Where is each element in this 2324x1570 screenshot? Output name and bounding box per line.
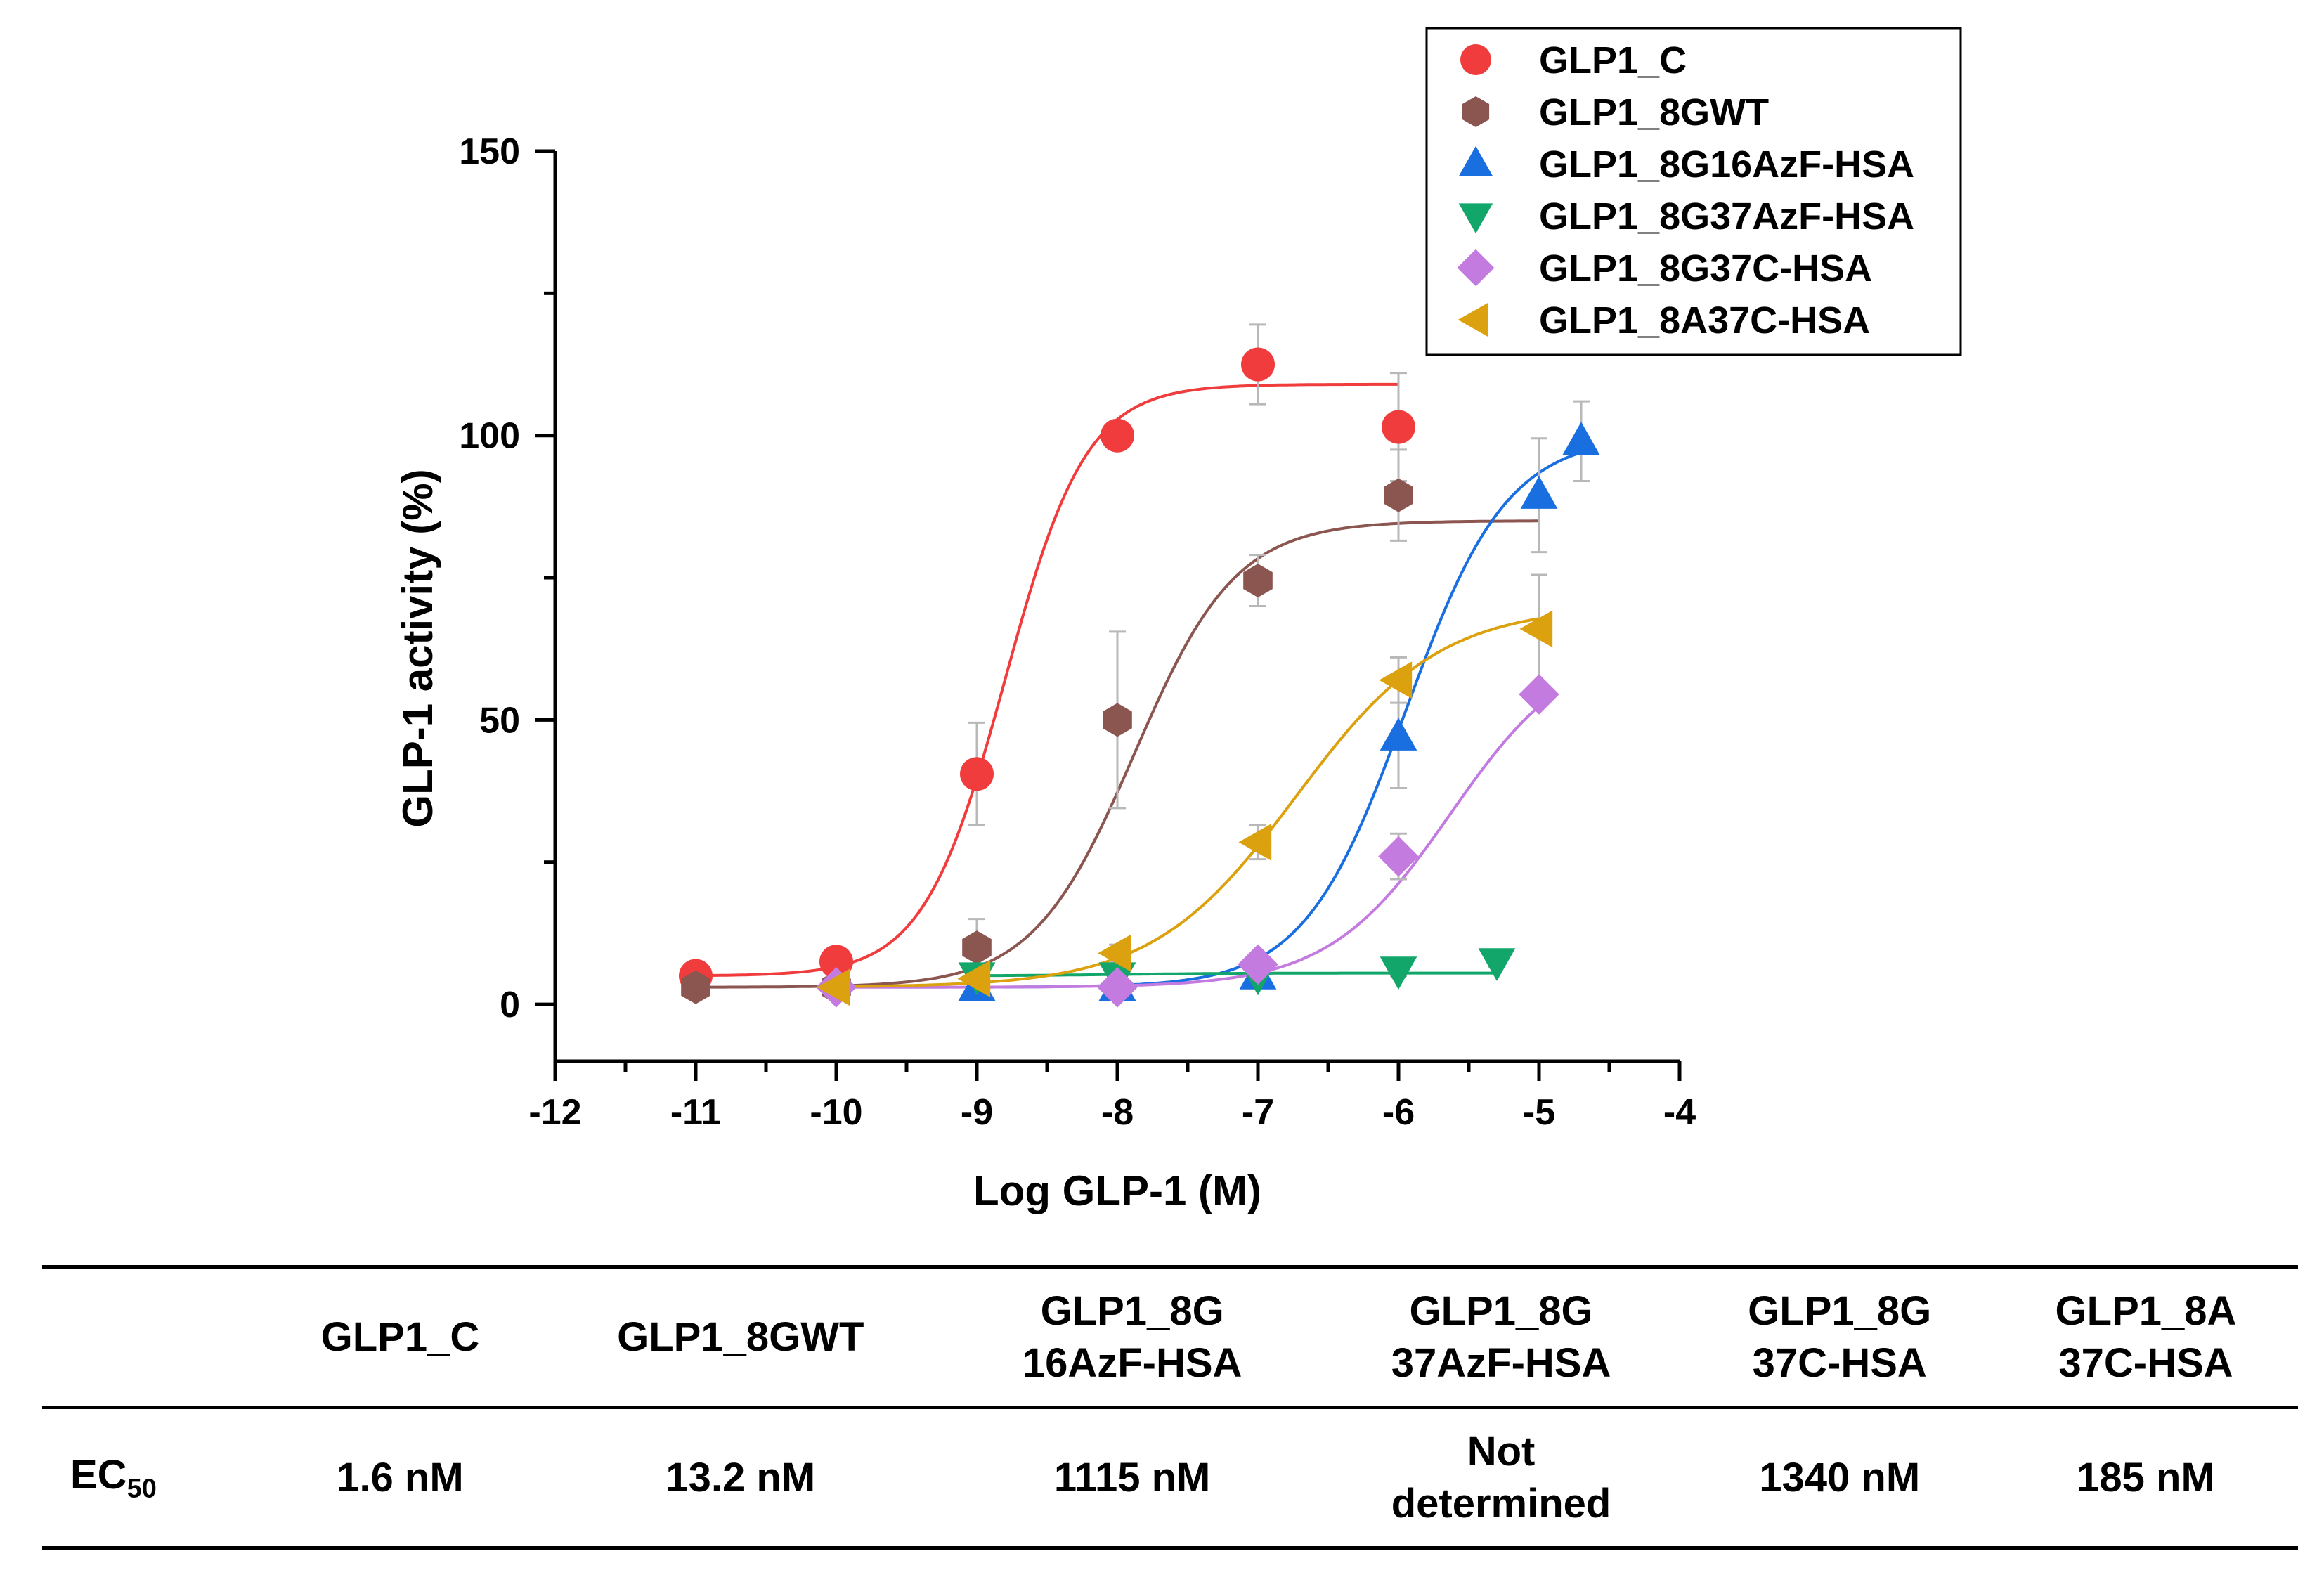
data-point-triangle-left: [817, 968, 850, 1006]
header-glp1-8gwt: GLP1_8GWT: [533, 1267, 948, 1408]
ec50-glp1-c: 1.6 nM: [267, 1408, 533, 1548]
x-tick-label: -8: [1101, 1092, 1134, 1133]
data-point-hexagon: [1243, 564, 1273, 598]
data-point-diamond: [1238, 944, 1278, 985]
header-line: GLP1_8G: [1748, 1287, 1932, 1334]
header-line: GLP1_8GWT: [617, 1313, 864, 1360]
legend-entry-label: GLP1_8GWT: [1539, 91, 1769, 134]
header-glp1-8g37c-hsa: GLP1_8G 37C-HSA: [1686, 1267, 1994, 1408]
header-line: 37C-HSA: [1752, 1339, 1927, 1386]
header-line: 16AzF-HSA: [1022, 1339, 1242, 1386]
header-line: 37AzF-HSA: [1391, 1339, 1611, 1386]
ec50-glp1-8g37c-hsa: 1340 nM: [1686, 1408, 1994, 1548]
row-label-subscript: 50: [126, 1474, 157, 1504]
data-point-hexagon: [1103, 703, 1132, 737]
ec50-glp1-8g37azf-hsa: Not determined: [1317, 1408, 1686, 1548]
data-point-circle: [819, 945, 853, 979]
cell-line: 185 nM: [2077, 1454, 2215, 1500]
header-line: GLP1_8G: [1040, 1287, 1224, 1334]
y-tick-label: 150: [459, 131, 520, 172]
axes: -12 -11 -10 -9 -8 -7 -6 -5 -4 0 50 100 150 Log GLP-1 …: [394, 131, 1696, 1214]
x-tick-label: -4: [1663, 1092, 1696, 1133]
data-point-triangle-down: [1380, 956, 1417, 990]
cell-line: 1.6 nM: [337, 1454, 464, 1500]
x-tick-label: -6: [1382, 1092, 1415, 1133]
fit-curve-2: [977, 450, 1582, 989]
legend-entry-label: GLP1_8A37C-HSA: [1539, 299, 1870, 342]
data-point-triangle-down: [1478, 948, 1516, 981]
data-point-triangle-left: [1098, 934, 1131, 972]
y-tick-label: 0: [500, 985, 520, 1025]
table-row-ec50: EC50 1.6 nM 13.2 nM 1115 nM Not determine…: [42, 1408, 2298, 1548]
header-line: GLP1_8G: [1409, 1287, 1593, 1334]
ec50-table: GLP1_C GLP1_8GWT GLP1_8G 16AzF-HSA GLP1_8…: [42, 1265, 2298, 1550]
legend-entry-label: GLP1_8G16AzF-HSA: [1539, 143, 1914, 186]
y-tick-label: 100: [459, 416, 520, 457]
table-header-row: GLP1_C GLP1_8GWT GLP1_8G 16AzF-HSA GLP1_8…: [42, 1266, 2298, 1408]
header-empty-cell: [42, 1267, 267, 1408]
cell-line: determined: [1391, 1480, 1611, 1526]
header-glp1-8g16azf-hsa: GLP1_8G 16AzF-HSA: [948, 1267, 1317, 1408]
x-tick-label: -9: [961, 1092, 993, 1133]
legend-marker-circle: [1460, 44, 1491, 75]
data-point-triangle-up: [1380, 718, 1417, 751]
ec50-glp1-8gwt: 13.2 nM: [533, 1408, 948, 1548]
data-point-triangle-left: [1519, 610, 1553, 648]
cell-line: 13.2 nM: [666, 1454, 816, 1500]
x-axis-label: Log GLP-1 (M): [973, 1167, 1261, 1214]
legend-box: [1425, 27, 1962, 356]
legend-marker-diamond: [1457, 249, 1495, 287]
data-point-triangle-left: [957, 960, 991, 997]
legend-marker-triangle-down: [1458, 203, 1493, 234]
legend-marker-triangle-left: [1458, 302, 1488, 337]
data-point-triangle-up: [1520, 476, 1558, 509]
x-tick-label: -7: [1242, 1092, 1274, 1133]
legend-entry-label: GLP1_C: [1539, 39, 1687, 82]
data-point-hexagon: [1384, 478, 1413, 512]
x-tick-label: -11: [670, 1092, 721, 1133]
data-point-hexagon: [962, 930, 992, 965]
cell-line: 1340 nM: [1759, 1454, 1921, 1500]
data-point-circle: [1101, 418, 1134, 453]
row-label-text: EC: [70, 1451, 127, 1498]
x-tick-label: -5: [1523, 1092, 1555, 1133]
row-label-ec50: EC50: [42, 1408, 267, 1548]
legend-entry-label: GLP1_8G37C-HSA: [1539, 247, 1872, 290]
header-glp1-c: GLP1_C: [267, 1267, 533, 1408]
fit-curve-4: [836, 705, 1540, 989]
data-point-triangle-left: [1238, 824, 1272, 861]
header-line: GLP1_8A: [2055, 1287, 2237, 1334]
fit-curve-0: [695, 382, 1398, 978]
data-point-diamond: [1097, 967, 1138, 1008]
ec50-glp1-8a37c-hsa: 185 nM: [1994, 1408, 2298, 1548]
cell-line: 1115 nM: [1053, 1454, 1211, 1500]
header-line: GLP1_C: [320, 1313, 480, 1360]
x-tick-label: -10: [810, 1092, 862, 1133]
dose-response-chart: -12 -11 -10 -9 -8 -7 -6 -5 -4 0 50 100 150 Log GLP-1 …: [394, 27, 1962, 1214]
legend-marker-triangle-up: [1458, 145, 1493, 176]
x-tick-label: -12: [528, 1092, 581, 1133]
data-point-circle: [960, 757, 994, 791]
data-point-circle: [1382, 410, 1415, 444]
legend-entry-label: GLP1_8G37AzF-HSA: [1539, 195, 1914, 238]
fit-curve-3: [977, 971, 1497, 978]
fit-curve-5: [836, 617, 1540, 988]
header-glp1-8a37c-hsa: GLP1_8A 37C-HSA: [1994, 1267, 2298, 1408]
ec50-glp1-8g16azf-hsa: 1115 nM: [948, 1408, 1317, 1548]
y-axis-label: GLP-1 activity (%): [394, 469, 441, 827]
plot-area: [679, 323, 1600, 1008]
data-point-diamond: [1519, 674, 1559, 715]
header-line: 37C-HSA: [2058, 1339, 2233, 1386]
data-point-triangle-left: [1379, 661, 1413, 699]
data-point-hexagon: [681, 970, 710, 1004]
data-point-circle: [1241, 347, 1275, 382]
cell-line: Not: [1467, 1428, 1536, 1474]
y-tick-label: 50: [479, 700, 520, 741]
legend-marker-hexagon: [1462, 96, 1490, 127]
legend: GLP1_C GLP1_8GWT GLP1_8G16AzF-HSA GLP1_8G37…: [1425, 27, 1962, 356]
data-point-triangle-up: [1562, 422, 1600, 455]
header-glp1-8g37azf-hsa: GLP1_8G 37AzF-HSA: [1317, 1267, 1686, 1408]
data-point-diamond: [1378, 836, 1419, 877]
